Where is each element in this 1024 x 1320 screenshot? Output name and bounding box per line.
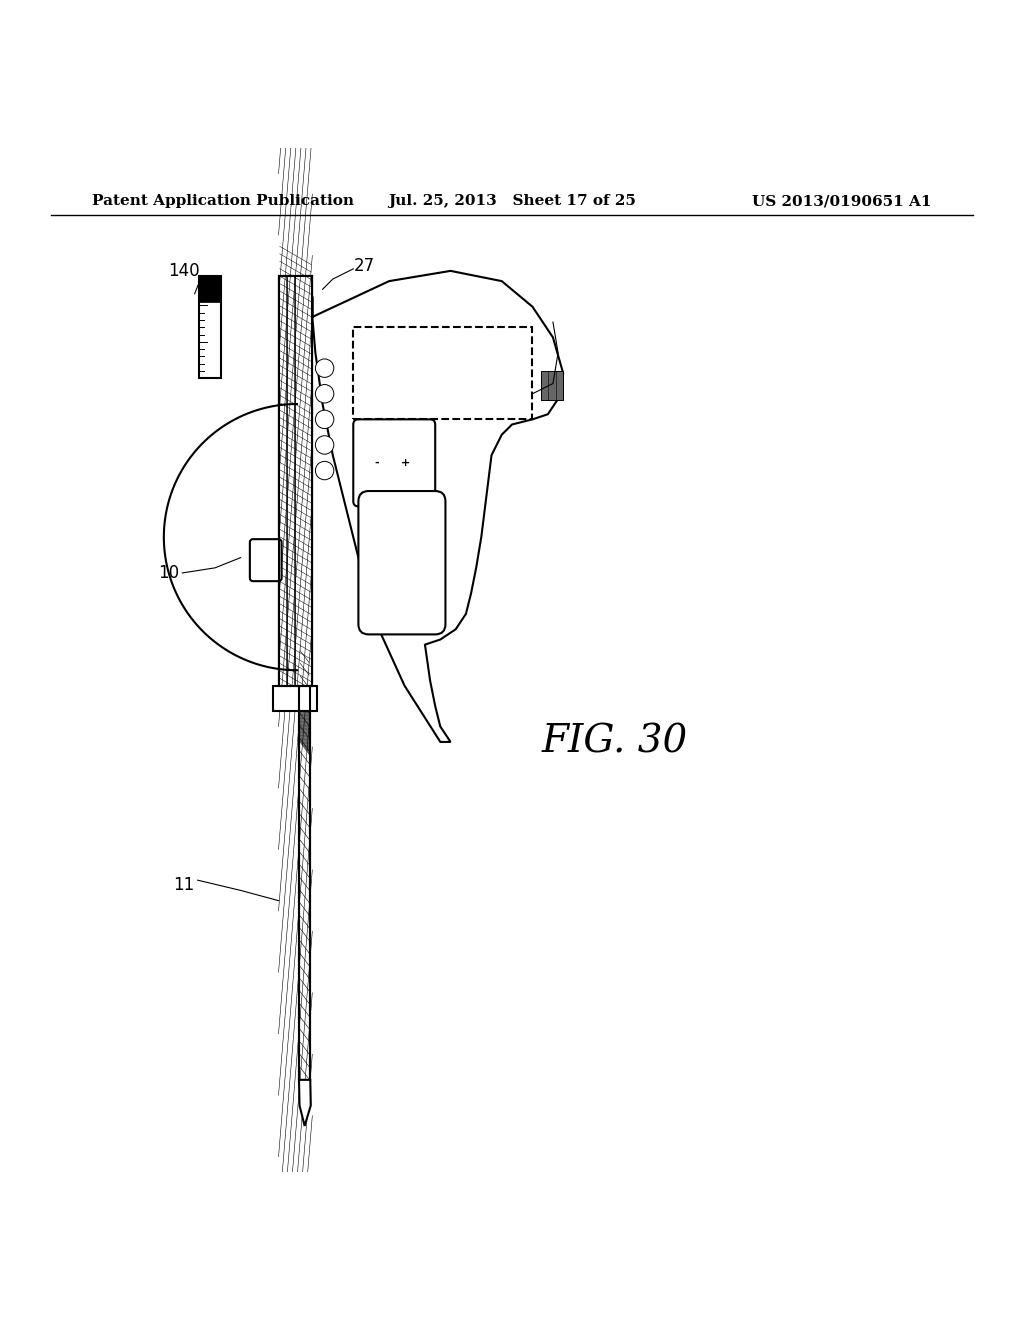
Polygon shape <box>299 1080 311 1126</box>
Text: 140: 140 <box>168 261 200 280</box>
Text: 11: 11 <box>173 876 195 894</box>
Circle shape <box>315 359 334 378</box>
Circle shape <box>315 436 334 454</box>
Text: 10: 10 <box>158 564 179 582</box>
Text: Jul. 25, 2013   Sheet 17 of 25: Jul. 25, 2013 Sheet 17 of 25 <box>388 194 636 209</box>
Bar <box>273 685 317 711</box>
Text: +: + <box>400 458 411 467</box>
Text: 27: 27 <box>353 257 375 275</box>
Bar <box>279 276 312 685</box>
Circle shape <box>315 384 334 403</box>
FancyBboxPatch shape <box>250 539 282 581</box>
Bar <box>199 276 221 301</box>
Text: Patent Application Publication: Patent Application Publication <box>92 194 354 209</box>
Bar <box>199 276 221 379</box>
Polygon shape <box>312 271 563 742</box>
Circle shape <box>315 411 334 429</box>
FancyBboxPatch shape <box>358 491 445 635</box>
Text: -: - <box>375 458 379 467</box>
Bar <box>279 276 312 639</box>
Text: US 2013/0190651 A1: US 2013/0190651 A1 <box>753 194 932 209</box>
Bar <box>299 701 310 1080</box>
FancyBboxPatch shape <box>353 420 435 507</box>
Bar <box>279 276 312 685</box>
Circle shape <box>315 462 334 479</box>
Bar <box>541 371 563 400</box>
Bar <box>353 327 532 420</box>
Bar <box>279 276 312 685</box>
Bar <box>279 276 312 685</box>
Text: FIG. 30: FIG. 30 <box>542 723 687 760</box>
